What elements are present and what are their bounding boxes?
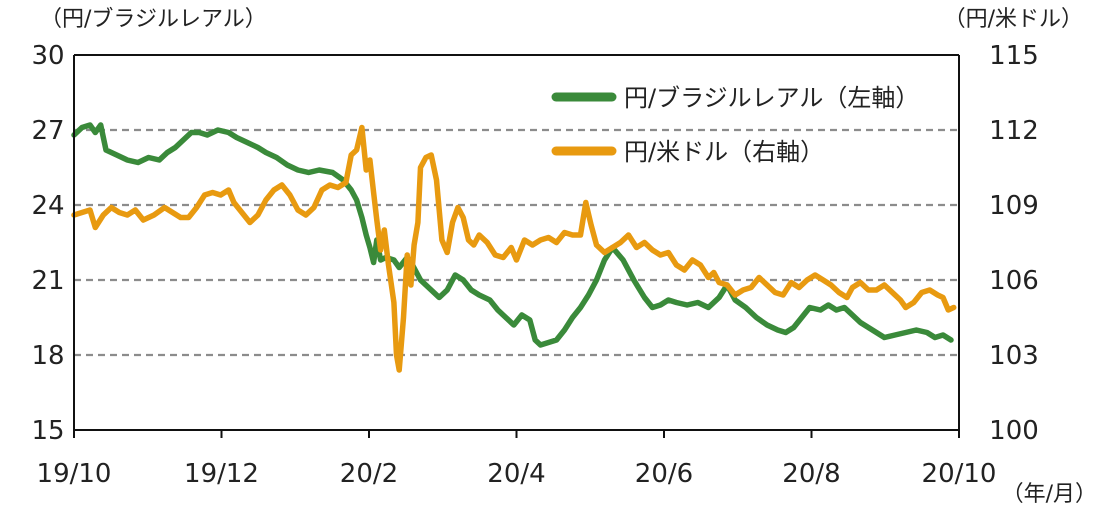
y-right-tick-label: 100 xyxy=(989,416,1039,446)
legend-label-usd: 円/米ドル（右軸） xyxy=(624,138,824,166)
y-right-tick-label: 109 xyxy=(989,191,1039,221)
x-tick-label: 20/4 xyxy=(487,459,545,489)
y-left-tick-label: 15 xyxy=(31,416,64,446)
left-axis-unit: （円/ブラジルレアル） xyxy=(40,7,267,32)
y-left-tick-label: 30 xyxy=(31,41,64,71)
y-right-tick-label: 106 xyxy=(989,266,1039,296)
series-line-usd xyxy=(71,124,957,373)
y-left-tick-label: 27 xyxy=(31,116,64,146)
y-left-tick-label: 21 xyxy=(31,266,64,296)
y-left-tick-label: 18 xyxy=(31,341,64,371)
x-tick-label: 20/10 xyxy=(922,459,997,489)
series-lines xyxy=(71,122,957,373)
y-right-tick-label: 112 xyxy=(989,116,1039,146)
x-tick-label: 19/10 xyxy=(37,459,112,489)
right-axis-unit: （円/米ドル） xyxy=(944,7,1083,32)
series-line-brl xyxy=(71,122,954,348)
x-tick-label: 19/12 xyxy=(184,459,259,489)
tick-labels: 30 27 24 21 18 15 115 112 109 106 103 100 19/10 19/12… xyxy=(31,41,1038,489)
x-axis-unit: （年/月） xyxy=(1002,482,1097,507)
axes xyxy=(73,54,960,438)
x-tick-label: 20/8 xyxy=(782,459,840,489)
y-right-tick-label: 115 xyxy=(989,41,1039,71)
legend: 円/ブラジルレアル（左軸） 円/米ドル（右軸） xyxy=(551,84,919,166)
y-left-tick-label: 24 xyxy=(31,191,64,221)
y-right-tick-label: 103 xyxy=(989,341,1039,371)
legend-label-brl: 円/ブラジルレアル（左軸） xyxy=(624,84,919,112)
x-tick-label: 20/6 xyxy=(635,459,693,489)
x-tick-label: 20/2 xyxy=(340,459,398,489)
